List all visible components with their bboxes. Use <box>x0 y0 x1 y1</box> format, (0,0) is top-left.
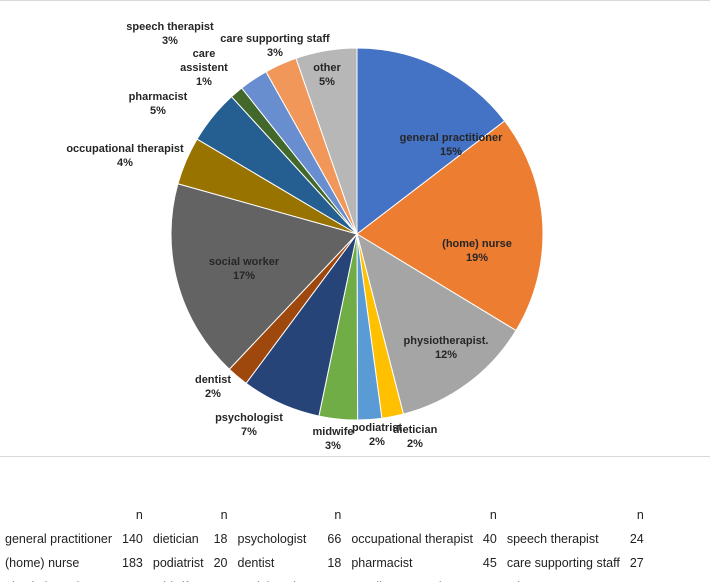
pie-slice-social-worker <box>170 183 358 370</box>
count-value: 140 <box>122 532 143 546</box>
spacer <box>502 503 625 527</box>
label-speech-therapist: speech therapist 3% <box>126 21 214 47</box>
pie-slice-general-practitioner <box>356 47 506 236</box>
count-value: 40 <box>482 532 497 546</box>
label-home-nurse: (home) nurse 19% <box>442 238 512 264</box>
label-occupational-therapist: occupational therapist 4% <box>66 143 184 169</box>
label-psychologist: psychologist 7% <box>215 412 283 438</box>
count-value: 45 <box>482 556 497 570</box>
category-label: speech therapist <box>506 532 599 546</box>
count-value: 51 <box>625 575 649 582</box>
spacer <box>0 503 117 527</box>
category-label: social worker <box>233 575 316 582</box>
count-value: 27 <box>629 556 644 570</box>
label-pharmacist: pharmacist 5% <box>128 91 188 117</box>
n-header: n <box>334 508 342 522</box>
count-value: 32 <box>209 575 233 582</box>
label-general-practitioner: general practitioner 15% <box>399 132 503 158</box>
label-dentist: dentist 2% <box>194 374 232 400</box>
n-header: n <box>489 508 497 522</box>
label-social-worker: social worker 17% <box>208 256 280 282</box>
label-care-assistent: care assistent 1% <box>180 48 228 88</box>
count-value: 18 <box>327 556 342 570</box>
label-other: other 5% <box>313 62 341 88</box>
pie-slice-home-nurse <box>356 120 544 332</box>
label-care-supporting-staff: care supporting staff 3% <box>220 33 330 59</box>
count-value: 24 <box>629 532 644 546</box>
n-header: n <box>135 508 143 522</box>
table-row: general practitioner 140 dietician 18 psycho… <box>0 527 649 551</box>
category-label: (home) nurse <box>5 556 80 570</box>
label-podiatrist: podiatrist 2% <box>351 422 403 448</box>
category-label: pharmacist <box>351 556 413 570</box>
label-midwife: midwife 3% <box>312 426 354 452</box>
category-label: midwife <box>148 575 209 582</box>
table-row: physiotherapist118midwife32social worker… <box>0 575 649 582</box>
category-label: care supporting staff <box>506 556 620 570</box>
count-value: 20 <box>213 556 228 570</box>
category-label: podiatrist <box>152 556 204 570</box>
count-value: 183 <box>122 556 143 570</box>
count-value: 66 <box>327 532 342 546</box>
spacer <box>233 503 316 527</box>
category-label: physiotherapist <box>0 575 117 582</box>
spacer <box>148 503 209 527</box>
n-header: n <box>636 508 644 522</box>
label-physiotherapist: physiotherapist. 12% <box>403 335 489 361</box>
divider <box>0 456 710 457</box>
counts-table: n n n n n general practitioner 140 dietician 18 p… <box>0 503 649 582</box>
label-dietician: dietician 2% <box>392 424 438 450</box>
pie-chart <box>170 47 544 421</box>
category-label: Family care assistent <box>346 575 478 582</box>
pie-slice-physiotherapist <box>356 232 517 415</box>
category-label: general practitioner <box>5 532 113 546</box>
category-label: dietician <box>152 532 199 546</box>
spacer <box>346 503 478 527</box>
pie-slice-other <box>295 47 358 235</box>
category-label: psychologist <box>237 532 307 546</box>
n-header: n <box>220 508 228 522</box>
count-value: 166 <box>315 575 346 582</box>
category-label: other <box>502 575 625 582</box>
count-value: 11 <box>478 575 502 582</box>
count-value: 18 <box>213 532 228 546</box>
category-label: occupational therapist <box>351 532 473 546</box>
category-label: dentist <box>237 556 275 570</box>
count-value: 118 <box>117 575 148 582</box>
table-row: (home) nurse 183 podiatrist 20 dentist 18 phar… <box>0 551 649 575</box>
